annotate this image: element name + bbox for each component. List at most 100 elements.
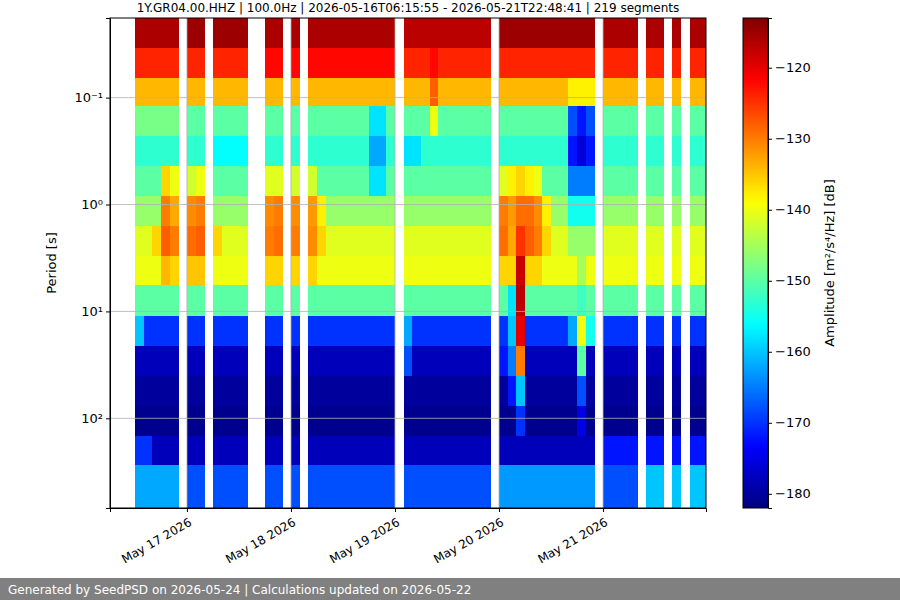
psd-cell: [412, 106, 421, 137]
plot-frame: [110, 18, 706, 508]
psd-cell: [161, 465, 170, 508]
psd-cell: [196, 78, 205, 107]
psd-cell: [352, 465, 361, 508]
psd-cell: [239, 316, 248, 346]
psd-cell: [412, 316, 421, 346]
psd-cell: [386, 136, 395, 167]
psd-cell: [690, 18, 699, 48]
psd-cell: [378, 346, 387, 376]
psd-cell: [291, 166, 300, 196]
psd-cell: [412, 48, 421, 78]
psd-cell: [577, 256, 586, 286]
psd-cell: [421, 166, 430, 196]
psd-cell: [525, 406, 534, 436]
colorbar-tick-mark: [768, 423, 772, 424]
psd-cell: [629, 465, 638, 508]
psd-cell: [560, 406, 569, 436]
psd-cell: [152, 316, 161, 346]
psd-cell: [170, 316, 179, 346]
psd-cell: [196, 346, 205, 376]
psd-cell: [629, 196, 638, 226]
psd-cell: [421, 78, 430, 107]
psd-cell: [577, 18, 586, 48]
psd-cell: [586, 256, 595, 286]
psd-cell: [334, 406, 343, 436]
psd-cell: [343, 48, 352, 78]
psd-cell: [568, 256, 577, 286]
psd-cell: [516, 18, 525, 48]
psd-cell: [222, 376, 231, 406]
psd-cell: [213, 166, 222, 196]
psd-cell: [568, 376, 577, 406]
psd-cell: [473, 166, 482, 196]
psd-cell: [334, 106, 343, 137]
psd-cell: [672, 78, 681, 107]
psd-cell: [568, 226, 577, 256]
psd-cell: [560, 346, 569, 376]
psd-cell: [560, 166, 569, 196]
psd-cell: [170, 256, 179, 286]
psd-cell: [317, 78, 326, 107]
psd-cell: [386, 346, 395, 376]
x-tick-label: May 19 2026: [327, 515, 402, 566]
psd-cell: [698, 465, 706, 508]
psd-cell: [603, 465, 612, 508]
psd-cell: [534, 436, 543, 466]
psd-cell: [291, 436, 300, 466]
psd-cell: [369, 18, 378, 48]
psd-cell: [222, 406, 231, 436]
psd-cell: [135, 406, 144, 436]
psd-cell: [230, 465, 239, 508]
psd-cell: [612, 106, 621, 137]
psd-cell: [144, 48, 153, 78]
psd-cell: [369, 346, 378, 376]
psd-cell: [386, 226, 395, 256]
psd-cell: [360, 465, 369, 508]
psd-cell: [274, 78, 283, 107]
x-tick-label: May 18 2026: [223, 515, 298, 566]
psd-cell: [213, 316, 222, 346]
psd-cell: [421, 106, 430, 137]
psd-cell: [369, 256, 378, 286]
psd-cell: [239, 136, 248, 167]
psd-cell: [386, 48, 395, 78]
psd-cell: [560, 196, 569, 226]
psd-cell: [456, 18, 465, 48]
psd-cell: [352, 436, 361, 466]
psd-cell: [326, 226, 335, 256]
y-tick-label: 10⁻¹: [74, 90, 103, 105]
psd-cell: [499, 196, 508, 226]
psd-cell: [499, 436, 508, 466]
psd-cell: [239, 18, 248, 48]
psd-cell: [473, 256, 482, 286]
psd-cell: [421, 465, 430, 508]
psd-cell: [508, 256, 517, 286]
psd-cell: [603, 106, 612, 137]
psd-cell: [360, 346, 369, 376]
psd-cell: [412, 136, 421, 167]
psd-cell: [499, 406, 508, 436]
psd-cell: [213, 136, 222, 167]
psd-cell: [430, 196, 439, 226]
psd-cell: [352, 166, 361, 196]
psd-cell: [144, 166, 153, 196]
psd-cell: [646, 136, 655, 167]
psd-cell: [317, 48, 326, 78]
psd-cell: [386, 78, 395, 107]
psd-cell: [412, 346, 421, 376]
psd-cell: [603, 316, 612, 346]
psd-cell: [586, 48, 595, 78]
colorbar-title: Amplitude [m²/s⁴/Hz] [dB]: [822, 179, 837, 347]
psd-cell: [672, 436, 681, 466]
psd-cell: [672, 48, 681, 78]
psd-cell: [646, 78, 655, 107]
psd-cell: [560, 316, 569, 346]
psd-cell: [360, 136, 369, 167]
psd-cell: [404, 106, 413, 137]
psd-cell: [655, 166, 664, 196]
psd-cell: [620, 136, 629, 167]
psd-cell: [612, 18, 621, 48]
psd-cell: [326, 256, 335, 286]
colorbar-tick: −170: [768, 415, 811, 430]
psd-cell: [144, 226, 153, 256]
